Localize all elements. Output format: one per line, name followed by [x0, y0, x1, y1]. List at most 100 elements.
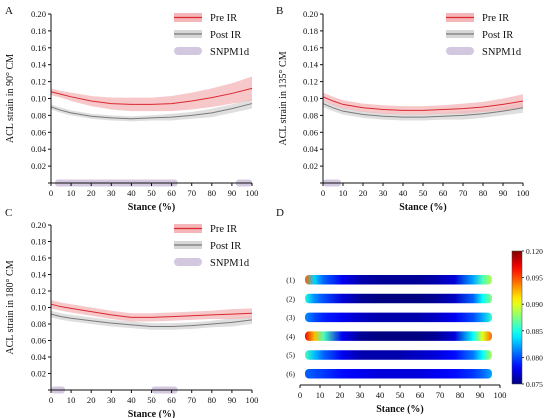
series-line-pre [50, 87, 253, 105]
legend-label-post: Post IR [482, 30, 513, 41]
y-tick-label: 0.02 [303, 161, 318, 171]
y-tick-label: 0.12 [31, 77, 46, 87]
x-tick-label: 90 [228, 395, 237, 405]
y-tick-label: 0.16 [303, 43, 319, 53]
y-tick-label: 0.12 [31, 286, 46, 296]
x-tick-label: 40 [376, 390, 385, 400]
x-tick-label: 40 [127, 188, 136, 198]
y-tick-label: 0.20 [31, 220, 46, 230]
x-tick-label: 90 [476, 390, 485, 400]
x-tick-label: 60 [416, 390, 425, 400]
y-tick-label: 0.10 [31, 94, 46, 104]
colorbar-tick-label: 0.120 [526, 247, 543, 256]
x-tick-label: 100 [246, 188, 259, 198]
x-tick-label: 70 [187, 395, 196, 405]
x-tick-label: 70 [459, 188, 468, 198]
x-tick-label: 0 [49, 395, 53, 405]
y-axis-label: ACL strain in 135° CM [278, 51, 289, 145]
y-tick-label: 0.16 [31, 253, 47, 263]
x-tick-label: 20 [87, 188, 96, 198]
x-tick-label: 100 [494, 390, 507, 400]
x-tick-label: 10 [67, 395, 76, 405]
y-tick-label: 0.08 [31, 110, 46, 120]
colorbar-tick-label: 0.075 [526, 380, 543, 389]
x-tick-label: 10 [67, 188, 76, 198]
colorbar-tick-label: 0.085 [526, 327, 543, 336]
legend-label-snpm: SNPM1d [210, 258, 250, 269]
x-tick-label: 80 [456, 390, 465, 400]
x-tick-label: 80 [479, 188, 488, 198]
y-tick-label: 0.08 [31, 319, 46, 329]
series-line-post [50, 103, 253, 120]
heatmap-row-label: (4) [286, 332, 295, 341]
colorbar-tick-label: 0.080 [526, 353, 543, 362]
y-tick-label: 0.10 [31, 303, 46, 313]
x-tick-label: 30 [356, 390, 365, 400]
x-tick-label: 50 [147, 188, 156, 198]
heatmap-row-label: (3) [286, 313, 295, 322]
panel-D: D (1) (2) (3) (4) (5) (6) 0 10 20 30 40 50 60 70 80 90 10… [276, 207, 543, 415]
y-tick-label: 0.08 [303, 110, 318, 120]
y-axis-label: ACL strain in 180° CM [5, 260, 16, 354]
y-tick-label: 0.18 [31, 26, 46, 36]
heatmap-row [305, 350, 492, 360]
legend: Pre IR Post IR SNPM1d [174, 13, 250, 58]
y-tick-label: 0.04 [31, 144, 47, 154]
legend-label-post: Post IR [210, 30, 241, 41]
panel-A: A 0.02 0.04 0.06 0.08 0.10 0.12 0.14 0.16 0.18 0.2… [5, 5, 258, 213]
y-tick-label: 0.14 [31, 60, 47, 70]
x-tick-label: 60 [439, 188, 448, 198]
x-tick-label: 30 [379, 188, 388, 198]
x-tick-label: 80 [208, 188, 217, 198]
x-axis-label: Stance (%) [128, 409, 176, 418]
x-tick-label: 10 [316, 390, 325, 400]
colorbar-tick-label: 0.095 [526, 274, 543, 283]
y-tick-label: 0.10 [303, 94, 318, 104]
y-tick-label: 0.20 [303, 9, 318, 19]
band-pre [51, 300, 252, 322]
x-axis-label: Stance (%) [376, 404, 424, 415]
x-tick-label: 90 [499, 188, 508, 198]
x-tick-label: 50 [396, 390, 405, 400]
y-tick-label: 0.06 [31, 127, 47, 137]
legend-label-pre: Pre IR [210, 13, 237, 24]
series-line-pre [322, 96, 524, 111]
y-tick-label: 0.14 [31, 270, 47, 280]
x-axis-label: Stance (%) [399, 202, 447, 213]
x-tick-label: 60 [167, 395, 176, 405]
band-pre [51, 76, 252, 112]
y-axis-label: ACL strain in 90° CM [5, 54, 16, 143]
legend-label-pre: Pre IR [482, 13, 509, 24]
panel-letter: C [5, 207, 12, 219]
heatmap-row-label: (1) [286, 276, 295, 285]
x-tick-label: 0 [298, 390, 302, 400]
panel-B: B 0.02 0.04 0.06 0.08 0.10 0.12 0.14 0.16 0.18 0.2… [276, 5, 529, 213]
band-post [51, 98, 252, 122]
y-tick-label: 0.18 [31, 237, 46, 247]
x-tick-label: 50 [419, 188, 428, 198]
y-tick-label: 0.02 [31, 161, 46, 171]
legend: Pre IR Post IR SNPM1d [174, 224, 250, 269]
y-tick-label: 0.14 [303, 60, 319, 70]
x-tick-label: 90 [228, 188, 237, 198]
x-tick-label: 70 [187, 188, 196, 198]
heatmap-row-label: (2) [286, 294, 295, 303]
panel-C: C 0.02 0.04 0.06 0.08 0.10 0.12 0.14 0.16 0.18 0.2… [5, 207, 258, 418]
heatmap-row [305, 331, 492, 341]
legend-swatch-snpm [174, 47, 202, 55]
series-line-post [322, 103, 524, 118]
y-tick-label: 0.04 [31, 352, 47, 362]
x-tick-label: 0 [49, 188, 53, 198]
y-tick-label: 0.16 [31, 43, 47, 53]
legend-label-snpm: SNPM1d [210, 47, 250, 58]
x-tick-label: 60 [167, 188, 176, 198]
x-tick-label: 50 [147, 395, 156, 405]
panel-letter: D [276, 207, 284, 219]
y-tick-label: 0.02 [31, 369, 46, 379]
colorbar [511, 250, 523, 385]
x-axis-label: Stance (%) [128, 202, 176, 213]
x-tick-label: 0 [321, 188, 325, 198]
x-tick-label: 80 [208, 395, 217, 405]
heatmap-row [305, 293, 492, 304]
